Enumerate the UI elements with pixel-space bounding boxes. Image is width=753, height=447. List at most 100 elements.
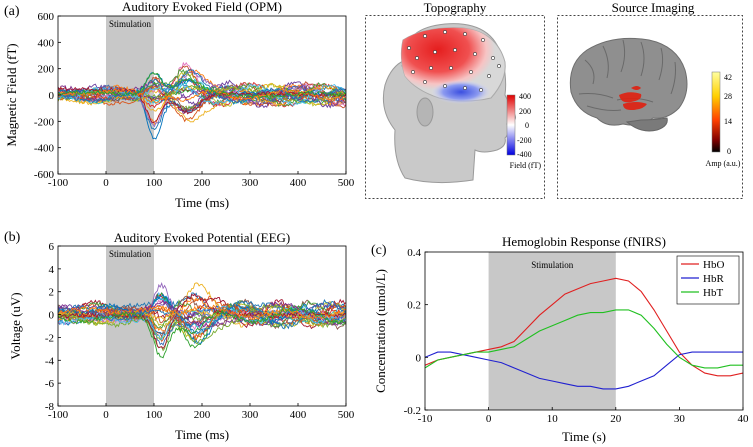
x-tick-label: 500 xyxy=(338,177,355,189)
y-tick-label: -400 xyxy=(34,143,55,155)
x-tick-label: 400 xyxy=(290,409,307,421)
x-tick-label: -100 xyxy=(48,409,69,421)
stimulation-label: Stimulation xyxy=(531,260,574,270)
head-model xyxy=(382,23,516,184)
source-title: Source Imaging xyxy=(612,0,695,15)
x-tick-label: 300 xyxy=(242,177,259,189)
channel-line xyxy=(58,71,346,100)
series-lines xyxy=(425,277,743,390)
y-tick-label: 400 xyxy=(38,37,55,49)
y-tick-label: -2 xyxy=(45,332,54,344)
fnirs-chart: Stimulation -10 0 10 20 30 40 -0.2 0 0.2 0.4 Hemogl… xyxy=(373,234,750,444)
x-tick-label: 0 xyxy=(486,413,492,425)
topo-tick-3: -200 xyxy=(517,136,532,145)
x-tick-label: 400 xyxy=(290,177,307,189)
y-axis-label: Magnetic Field (fT) xyxy=(4,43,19,146)
series-line-hbt xyxy=(425,309,743,369)
src-tick-0: 42 xyxy=(724,73,732,82)
y-tick-label: 0.4 xyxy=(407,247,421,259)
legend-label-hbt: HbT xyxy=(703,287,723,299)
topography-title: Topography xyxy=(424,0,487,15)
series-line-hbr xyxy=(425,351,743,390)
panel-label-c: (c) xyxy=(371,243,387,258)
y-tick-label: -600 xyxy=(34,169,55,181)
y-tick-label: -200 xyxy=(34,116,55,128)
legend-label-hbr: HbR xyxy=(703,273,724,285)
channel-line xyxy=(58,303,346,344)
topography-panel: Topography 400 200 0 -200 -400 Field (fT… xyxy=(365,0,545,199)
source-colorbar xyxy=(711,71,721,153)
channel-line xyxy=(58,83,346,106)
y-tick-label: 600 xyxy=(38,11,55,23)
y-tick-label: 0 xyxy=(49,90,55,102)
source-colorbar-ticks: 42 28 14 0 xyxy=(724,73,732,156)
x-tick-label: 100 xyxy=(146,177,163,189)
x-tick-label: 20 xyxy=(610,413,622,425)
channel-line xyxy=(58,304,346,321)
channel-line xyxy=(58,69,346,106)
x-tick-label: -10 xyxy=(418,413,433,425)
x-tick-label: 0 xyxy=(103,177,109,189)
x-tick-label: 10 xyxy=(547,413,559,425)
x-tick-label: -100 xyxy=(48,177,69,189)
stimulation-label: Stimulation xyxy=(109,249,152,259)
topo-tick-2: 0 xyxy=(525,121,529,130)
y-tick-label: 0 xyxy=(416,352,422,364)
y-tick-label: 0.2 xyxy=(407,300,421,312)
chart-title: Hemoglobin Response (fNIRS) xyxy=(502,234,666,249)
x-tick-label: 0 xyxy=(103,409,109,421)
channel-line xyxy=(58,86,346,124)
source-colorbar-label: Amp (a.u.) xyxy=(706,159,741,168)
stimulation-region xyxy=(488,252,616,410)
topo-tick-4: -400 xyxy=(517,150,532,159)
y-tick-label: 200 xyxy=(38,64,55,76)
src-tick-1: 28 xyxy=(724,92,732,101)
topography-colorbar xyxy=(506,94,516,156)
y-tick-label: -8 xyxy=(45,401,55,413)
x-tick-label: 100 xyxy=(146,409,163,421)
y-axis-label: Concentration (umol/L) xyxy=(373,269,388,393)
x-tick-label: 500 xyxy=(338,409,355,421)
panel-label-a: (a) xyxy=(4,4,20,19)
x-tick-label: 200 xyxy=(194,409,211,421)
stimulation-label: Stimulation xyxy=(109,19,152,29)
topo-tick-1: 200 xyxy=(519,107,531,116)
x-tick-label: 30 xyxy=(674,413,686,425)
series-lines xyxy=(58,282,346,359)
legend-label-hbo: HbO xyxy=(703,259,724,271)
src-tick-2: 14 xyxy=(724,117,732,126)
channel-line xyxy=(58,299,346,335)
y-tick-label: 6 xyxy=(49,241,55,253)
x-tick-label: 300 xyxy=(242,409,259,421)
topo-tick-0: 400 xyxy=(519,92,531,101)
y-tick-label: 0 xyxy=(49,310,55,322)
y-tick-label: -6 xyxy=(45,378,55,390)
aep-chart: Stimulation -100 0 100 200 300 400 500 -8 -6 -4 -2 0… xyxy=(8,230,355,442)
channel-line xyxy=(58,88,346,104)
panel-label-b: (b) xyxy=(4,230,21,245)
y-axis-label: Voltage (uV) xyxy=(8,292,23,359)
stimulation-region xyxy=(106,246,154,406)
aef-chart: Stimulation -100 0 100 200 300 400 500 -600 -400 -… xyxy=(4,0,355,210)
chart-title: Auditory Evoked Potential (EEG) xyxy=(114,230,291,245)
x-tick-label: 200 xyxy=(194,177,211,189)
source-imaging-panel: Source Imaging 42 28 14 0 Amp (a.u.) xyxy=(557,0,743,199)
x-axis-label: Time (s) xyxy=(562,429,606,444)
legend: HbO HbR HbT xyxy=(676,255,740,305)
chart-title: Auditory Evoked Field (OPM) xyxy=(122,0,282,14)
brain-model xyxy=(569,37,688,132)
y-tick-label: -0.2 xyxy=(404,405,421,417)
src-tick-3: 0 xyxy=(727,147,731,156)
topography-colorbar-ticks: 400 200 0 -200 -400 xyxy=(517,92,532,159)
x-tick-label: 40 xyxy=(738,413,750,425)
channel-line xyxy=(58,307,346,359)
y-tick-label: 2 xyxy=(49,287,55,299)
topography-colorbar-label: Field (fT) xyxy=(510,161,542,170)
y-tick-label: -4 xyxy=(45,355,55,367)
x-axis-label: Time (ms) xyxy=(175,195,229,210)
y-tick-label: 4 xyxy=(49,264,55,276)
channel-line xyxy=(58,84,346,112)
plot-frame xyxy=(424,251,744,411)
series-lines xyxy=(58,61,346,140)
x-axis-label: Time (ms) xyxy=(175,427,229,442)
